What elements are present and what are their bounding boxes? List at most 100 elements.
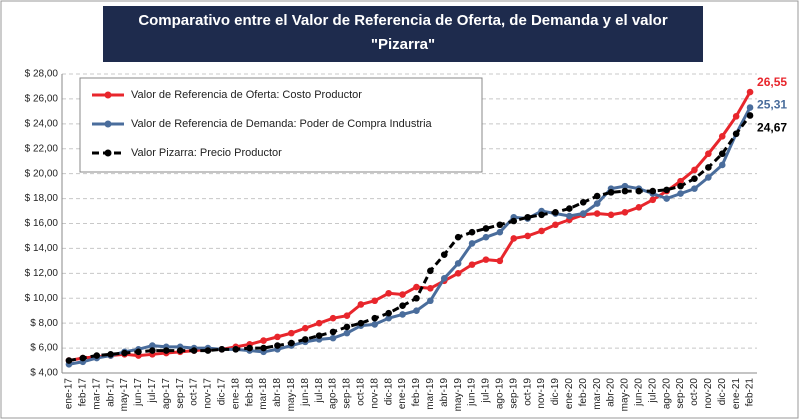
point [718,161,726,169]
x-tick-label: ago-17 [161,378,172,410]
y-tick-label: $ 22,00 [25,143,59,154]
legend-label: Valor de Referencia de Demanda: Poder de… [131,118,433,130]
point [552,221,559,229]
point [301,324,309,332]
point [705,164,712,171]
point [301,336,309,343]
point [593,200,601,207]
x-tick-label: may-17 [119,378,130,412]
x-tick-label: dic-20 [717,378,728,406]
point [593,210,601,217]
point [427,284,434,292]
y-tick-label: $ 18,00 [25,193,59,204]
title-box [103,6,703,62]
y-tick-label: $ 24,00 [25,118,59,129]
point [566,212,573,220]
x-tick-label: ene-17 [64,378,75,410]
point [288,339,295,347]
point [496,221,504,229]
y-tick-label: $ 28,00 [25,69,59,80]
point [691,166,698,174]
point [524,232,531,240]
x-tick-label: dic-19 [550,378,561,406]
end-label: 26,55 [757,75,787,89]
x-tick-label: ene-19 [397,378,408,410]
legend-label: Valor Pizarra: Precio Productor [131,147,282,159]
point [190,347,198,354]
point [732,113,740,120]
point [440,251,448,258]
point [579,210,587,217]
point [621,187,629,195]
point [413,283,420,291]
x-tick-label: oct-17 [189,378,200,406]
x-tick-label: mar-17 [91,378,102,410]
point [566,205,573,212]
point [357,301,365,308]
x-tick-label: jun-19 [467,378,478,407]
point [454,260,462,267]
point [121,349,128,357]
point [343,323,351,331]
point [621,182,629,190]
point [413,307,420,315]
point [385,309,392,317]
x-tick-label: jul-19 [481,378,492,404]
point [746,88,754,96]
y-tick-label: $ 8,00 [30,318,58,329]
x-tick-label: ene-20 [564,378,575,410]
x-tick-label: mar-18 [258,378,269,410]
point [552,208,559,216]
point [329,334,337,342]
y-tick-label: $ 20,00 [25,168,59,179]
point [371,321,379,328]
y-tick-label: $ 4,00 [30,368,58,379]
x-tick-label: jun-20 [633,378,644,407]
point [176,347,184,354]
x-tick-label: oct-18 [355,378,366,406]
point [440,275,448,282]
x-tick-label: feb-17 [77,378,88,407]
point [149,347,156,354]
point [691,185,698,192]
x-tick-label: dic-17 [216,378,227,406]
point [93,352,101,359]
x-tick-label: dic-18 [383,378,394,406]
legend-label: Valor de Referencia de Oferta: Costo Pro… [131,89,362,101]
point [454,233,462,241]
point [135,348,142,356]
point [427,297,434,305]
x-tick-label: mar-20 [592,378,603,410]
point [162,347,170,354]
x-tick-label: nov-18 [369,378,380,409]
x-tick-label: sep-20 [675,378,686,409]
point [260,337,267,344]
point [149,342,156,349]
point [607,211,615,219]
point [357,319,365,327]
point [732,130,740,138]
end-label: 25,31 [757,98,787,112]
point [677,177,684,185]
chart-title: Comparativo entre el Valor de Referencia… [138,12,668,29]
x-tick-label: feb-20 [578,378,589,407]
point [274,342,281,349]
point [524,213,531,221]
x-tick-label: jun-18 [300,378,311,407]
x-tick-label: abr-18 [272,378,283,407]
point [343,329,351,337]
point [107,351,114,358]
point [329,328,337,336]
point [427,267,434,275]
x-tick-label: feb-18 [244,378,255,407]
point [371,314,379,322]
point [510,217,518,225]
point [232,346,240,353]
point [649,196,657,204]
point [705,174,712,181]
point [649,187,657,195]
point [621,208,629,216]
x-tick-label: feb-21 [745,378,756,407]
point [538,227,545,235]
